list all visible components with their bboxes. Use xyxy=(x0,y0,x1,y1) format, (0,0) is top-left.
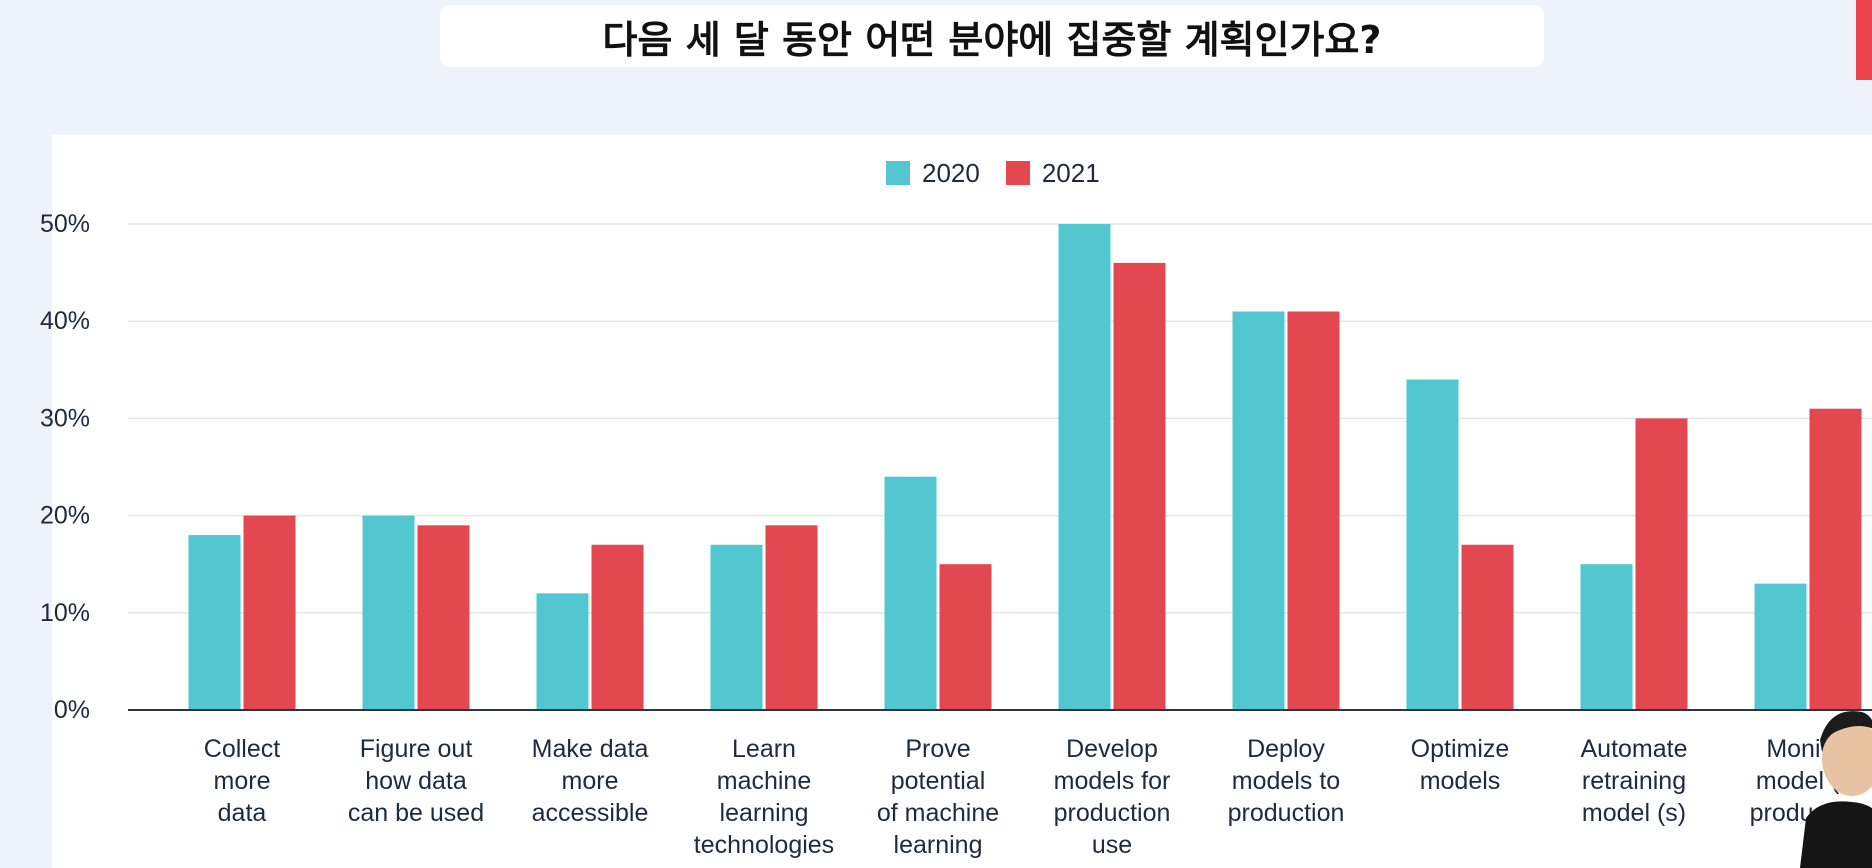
bar-2020 xyxy=(1406,379,1459,710)
chart-legend: 2020 2021 xyxy=(886,157,1100,189)
legend-label-2020: 2020 xyxy=(922,157,980,188)
bar-2021 xyxy=(1287,311,1340,710)
legend-item-2020: 2020 xyxy=(886,158,980,189)
x-tick-label: Automate retraining model (s) xyxy=(1580,735,1687,827)
bar-2020 xyxy=(1058,224,1111,710)
bar-2021 xyxy=(939,564,992,710)
bar-2020 xyxy=(1754,583,1807,710)
bar-2021 xyxy=(1113,262,1166,710)
bar-2021 xyxy=(1461,544,1514,710)
presenter-video-icon xyxy=(1800,711,1872,868)
title-banner: 다음 세 달 동안 어떤 분야에 집중할 계획인가요? xyxy=(440,5,1544,67)
page-title: 다음 세 달 동안 어떤 분야에 집중할 계획인가요? xyxy=(602,17,1382,62)
legend-swatch-2020 xyxy=(886,161,910,185)
bar-2021 xyxy=(1635,418,1688,710)
y-tick-label: 20% xyxy=(40,502,90,530)
bar-2020 xyxy=(710,544,763,710)
chart-panel xyxy=(52,135,1872,868)
legend-item-2021: 2021 xyxy=(1005,157,1100,189)
bar-2021 xyxy=(417,525,470,710)
bar-2021 xyxy=(765,525,818,710)
bar-2020 xyxy=(1232,311,1285,710)
accent-corner xyxy=(1856,0,1872,80)
y-tick-label: 0% xyxy=(54,696,90,724)
x-tick-label: Deploy models to production xyxy=(1228,735,1345,827)
y-tick-label: 10% xyxy=(40,599,90,627)
legend-swatch-2021 xyxy=(1005,161,1030,185)
y-tick-label: 50% xyxy=(40,210,90,238)
x-tick-label: Make data more accessible xyxy=(532,735,649,827)
bar-2021 xyxy=(591,544,644,710)
y-tick-label: 40% xyxy=(40,307,90,335)
bar-2021 xyxy=(243,515,296,710)
legend-label-2021: 2021 xyxy=(1041,157,1100,188)
x-tick-label: Develop models for production use xyxy=(1054,735,1171,859)
bar-2021 xyxy=(1809,408,1862,710)
x-tick-label: Learn machine learning technologies xyxy=(694,735,834,859)
bar-2020 xyxy=(884,476,937,710)
x-tick-label: Optimize models xyxy=(1411,735,1510,795)
bar-2020 xyxy=(362,515,415,710)
bar-2020 xyxy=(1580,564,1633,710)
y-tick-label: 30% xyxy=(40,404,90,432)
x-tick-label: Figure out how data can be used xyxy=(348,735,484,827)
bar-2020 xyxy=(536,593,589,710)
x-tick-label: Prove potential of machine learning xyxy=(877,735,999,859)
bar-2020 xyxy=(188,535,241,710)
x-tick-label: Collect more data xyxy=(204,735,280,827)
